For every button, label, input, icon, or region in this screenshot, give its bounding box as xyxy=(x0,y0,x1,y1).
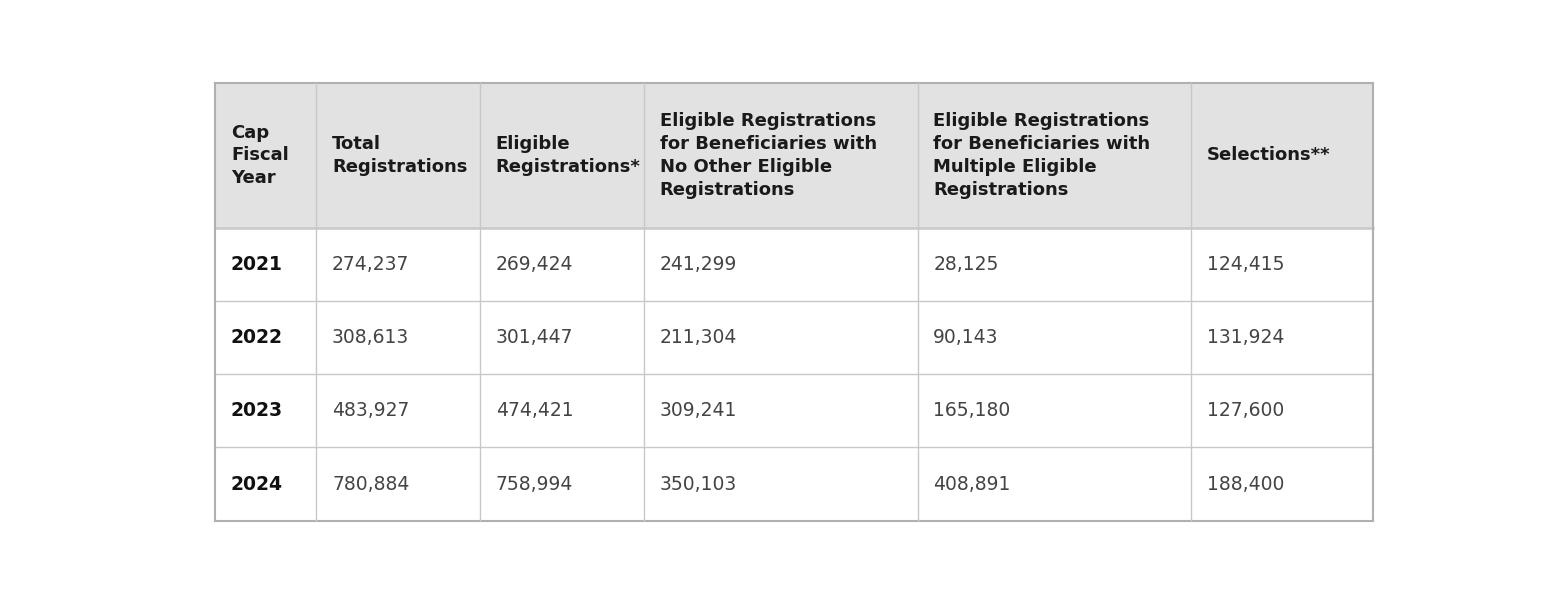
Text: Selections**: Selections** xyxy=(1206,147,1330,164)
Text: 780,884: 780,884 xyxy=(332,475,409,493)
Bar xyxy=(215,374,1373,447)
Text: 309,241: 309,241 xyxy=(660,401,738,420)
Text: 188,400: 188,400 xyxy=(1206,475,1283,493)
Text: 2023: 2023 xyxy=(231,401,284,420)
Text: 127,600: 127,600 xyxy=(1206,401,1283,420)
Text: 301,447: 301,447 xyxy=(496,328,574,347)
Text: 165,180: 165,180 xyxy=(933,401,1011,420)
Bar xyxy=(215,301,1373,374)
Bar xyxy=(215,83,1373,228)
Text: 28,125: 28,125 xyxy=(933,255,998,274)
Text: 211,304: 211,304 xyxy=(660,328,738,347)
Text: 350,103: 350,103 xyxy=(660,475,736,493)
Bar xyxy=(215,447,1373,521)
Text: 2024: 2024 xyxy=(231,475,284,493)
Text: 483,927: 483,927 xyxy=(332,401,409,420)
Text: Cap
Fiscal
Year: Cap Fiscal Year xyxy=(231,124,288,187)
Text: 131,924: 131,924 xyxy=(1206,328,1283,347)
Text: 408,891: 408,891 xyxy=(933,475,1011,493)
Text: 758,994: 758,994 xyxy=(496,475,574,493)
Text: 90,143: 90,143 xyxy=(933,328,998,347)
Text: 269,424: 269,424 xyxy=(496,255,574,274)
Text: Eligible Registrations
for Beneficiaries with
No Other Eligible
Registrations: Eligible Registrations for Beneficiaries… xyxy=(660,112,877,199)
Bar xyxy=(215,228,1373,301)
Text: 2021: 2021 xyxy=(231,255,282,274)
Text: 308,613: 308,613 xyxy=(332,328,409,347)
Text: 274,237: 274,237 xyxy=(332,255,409,274)
Text: 241,299: 241,299 xyxy=(660,255,738,274)
Text: 474,421: 474,421 xyxy=(496,401,574,420)
Text: 124,415: 124,415 xyxy=(1206,255,1283,274)
Text: 2022: 2022 xyxy=(231,328,284,347)
Text: Eligible Registrations
for Beneficiaries with
Multiple Eligible
Registrations: Eligible Registrations for Beneficiaries… xyxy=(933,112,1150,199)
Text: Total
Registrations: Total Registrations xyxy=(332,135,468,176)
Text: Eligible
Registrations*: Eligible Registrations* xyxy=(496,135,640,176)
